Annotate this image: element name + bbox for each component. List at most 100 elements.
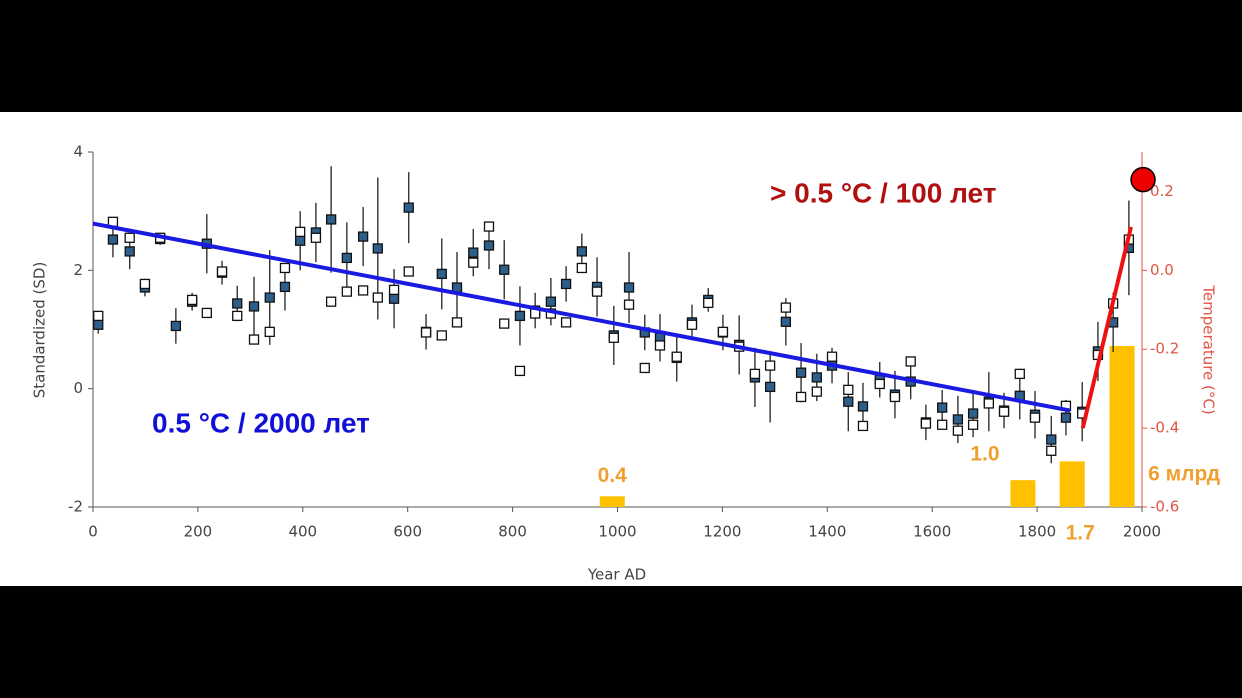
- data-point: [388, 293, 400, 304]
- bottom-band: [0, 586, 1242, 698]
- x-tick-label: 1400: [808, 523, 846, 541]
- data-point: [264, 326, 275, 338]
- marker-dot: [1130, 166, 1156, 193]
- data-point: [264, 292, 275, 303]
- data-point: [139, 278, 151, 290]
- data-point: [93, 319, 104, 330]
- data-point: [295, 226, 306, 238]
- x-tick-label: 400: [288, 523, 317, 541]
- y2-tick-label: 0.2: [1150, 182, 1174, 200]
- data-point: [671, 351, 682, 362]
- data-point: [436, 330, 447, 341]
- data-point: [703, 297, 714, 309]
- x-tick-label: 2000: [1123, 523, 1161, 541]
- data-point: [403, 202, 414, 213]
- data-point: [341, 286, 353, 297]
- population-bar: [1109, 346, 1135, 507]
- population-bar: [1059, 461, 1085, 507]
- x-tick-label: 1000: [598, 523, 636, 541]
- data-point: [749, 368, 761, 380]
- data-point: [279, 281, 291, 293]
- data-point: [686, 319, 698, 330]
- data-point: [514, 365, 526, 377]
- data-point: [654, 340, 666, 351]
- data-point: [857, 401, 869, 412]
- data-point: [357, 285, 369, 296]
- data-point: [403, 266, 414, 277]
- data-point: [857, 420, 869, 432]
- data-point: [232, 310, 243, 322]
- data-point: [341, 252, 353, 264]
- data-point: [216, 266, 228, 277]
- data-point: [372, 243, 383, 254]
- data-point: [107, 234, 119, 245]
- population-bar: [1010, 480, 1036, 507]
- x-tick-label: 800: [498, 523, 527, 541]
- y2-tick-label: -0.4: [1150, 419, 1179, 437]
- data-point: [795, 391, 807, 403]
- data-point: [952, 414, 964, 425]
- data-point: [514, 310, 526, 322]
- data-point: [170, 320, 182, 332]
- data-point: [248, 334, 260, 345]
- data-point: [1014, 368, 1025, 380]
- data-point: [388, 284, 400, 296]
- population-label: 1.7: [1066, 522, 1095, 545]
- data-point: [905, 356, 916, 367]
- data-point: [623, 299, 635, 310]
- data-point: [843, 396, 854, 407]
- data-point: [186, 294, 198, 306]
- data-point: [889, 391, 901, 403]
- data-point: [983, 398, 994, 409]
- data-point: [325, 296, 337, 307]
- data-point: [826, 351, 838, 362]
- x-tick-label: 1200: [703, 523, 741, 541]
- data-point: [811, 386, 822, 397]
- trend-line: [1080, 226, 1133, 429]
- data-point: [952, 425, 964, 436]
- data-point: [468, 257, 479, 268]
- y2-tick-label: -0.2: [1150, 340, 1179, 358]
- x-tick-label: 600: [393, 523, 422, 541]
- population-label: 1.0: [970, 443, 999, 466]
- data-point: [717, 326, 729, 338]
- y-axis-label: Standardized (SD): [31, 262, 49, 399]
- data-point: [639, 362, 650, 374]
- data-point: [967, 419, 979, 430]
- data-point: [967, 408, 979, 419]
- y2-axis-label: Temperature (°C): [1200, 284, 1218, 414]
- data-point: [232, 298, 243, 309]
- data-point: [1046, 445, 1057, 456]
- data-point: [357, 231, 369, 242]
- data-point: [843, 384, 854, 396]
- trend-line: [92, 221, 1071, 413]
- data-point: [451, 317, 463, 328]
- data-point: [325, 214, 337, 225]
- annotation: 0.5 °C / 2000 лет: [152, 407, 370, 438]
- data-point: [1046, 434, 1057, 445]
- data-point: [811, 372, 822, 383]
- data-point: [420, 327, 432, 338]
- data-point: [372, 292, 383, 303]
- data-point: [201, 307, 212, 319]
- data-point: [576, 262, 587, 274]
- x-tick-label: 0: [88, 523, 98, 541]
- data-point: [1060, 412, 1072, 423]
- y-tick-label: 4: [73, 143, 83, 161]
- data-point: [295, 235, 306, 246]
- data-point: [483, 240, 495, 251]
- data-point: [764, 381, 776, 393]
- data-point: [780, 302, 792, 313]
- data-point: [998, 406, 1010, 417]
- data-point: [483, 221, 495, 232]
- y-tick-label: -2: [68, 498, 83, 516]
- data-point: [780, 316, 792, 327]
- data-point: [499, 318, 510, 329]
- y2-tick-label: 0.0: [1150, 261, 1174, 279]
- population-bar: [599, 496, 625, 507]
- data-point: [764, 360, 776, 371]
- data-point: [279, 262, 291, 274]
- data-point: [937, 402, 948, 413]
- data-point: [124, 246, 135, 257]
- data-point: [608, 332, 619, 343]
